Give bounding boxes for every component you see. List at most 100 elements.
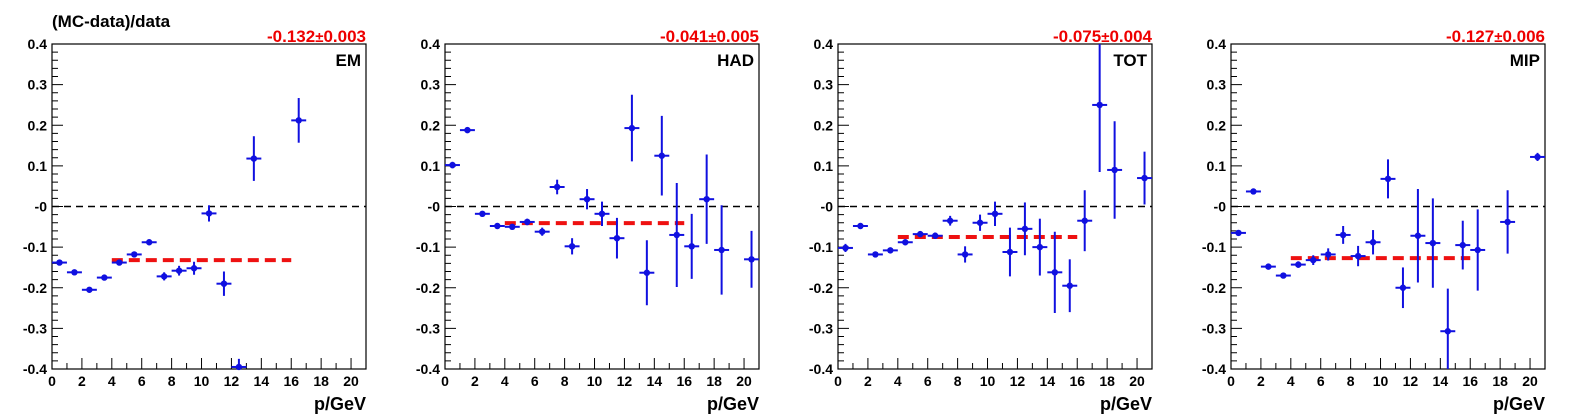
y-tick-label: -0.1 xyxy=(23,239,47,255)
point-marker xyxy=(1036,243,1044,251)
point-marker xyxy=(1111,166,1118,174)
x-tick-label: 8 xyxy=(954,373,962,389)
panel-had: 0 2 4 6 8 10 12 14 16 18 20 -0.4 -0.3 -0.2 -0.1 -0 0.1 0.… xyxy=(416,27,760,414)
y-tick-label: 0.3 xyxy=(28,77,48,93)
data-point xyxy=(474,210,490,218)
x-tick-label: 4 xyxy=(894,373,902,389)
y-tick-label: -0.1 xyxy=(416,239,440,255)
x-axis-label: p/GeV xyxy=(1100,394,1152,414)
data-point xyxy=(186,261,202,275)
x-tick-label: 0 xyxy=(1227,373,1235,389)
y-tick-label: -0.2 xyxy=(416,280,440,296)
data-point xyxy=(1092,44,1108,172)
point-marker xyxy=(1459,241,1466,249)
point-marker xyxy=(583,195,591,203)
point-marker xyxy=(175,267,183,274)
point-marker xyxy=(628,124,636,132)
x-tick-label: 2 xyxy=(471,373,479,389)
data-point xyxy=(216,271,232,296)
fit-error: 0.004 xyxy=(1109,27,1152,46)
x-tick-label: 4 xyxy=(108,373,116,389)
point-marker xyxy=(190,265,198,272)
y-tick-label: -0 xyxy=(428,199,441,215)
data-point xyxy=(81,286,97,293)
x-tick-label: 4 xyxy=(1287,373,1295,389)
point-marker xyxy=(688,243,695,250)
point-marker xyxy=(1384,175,1392,183)
point-marker xyxy=(101,274,108,281)
y-tick-label: 0.1 xyxy=(814,158,834,174)
point-marker xyxy=(1504,218,1511,226)
fit-error: 0.006 xyxy=(1502,27,1545,46)
point-marker xyxy=(479,210,486,218)
point-marker xyxy=(991,210,999,218)
point-marker xyxy=(946,217,954,224)
x-tick-label: 14 xyxy=(1040,373,1056,389)
point-marker xyxy=(1414,232,1422,239)
data-point xyxy=(699,154,715,244)
x-tick-label: 16 xyxy=(1069,373,1085,389)
data-point xyxy=(1395,267,1411,309)
point-marker xyxy=(842,244,849,252)
x-tick-label: 2 xyxy=(864,373,872,389)
y-tick-label: 0.3 xyxy=(814,77,834,93)
point-marker xyxy=(71,269,78,276)
x-tick-label: 18 xyxy=(1492,373,1508,389)
point-marker xyxy=(1141,174,1148,182)
point-marker xyxy=(703,195,710,203)
point-marker xyxy=(205,210,213,217)
data-point xyxy=(1260,263,1276,270)
x-axis-label: p/GeV xyxy=(707,394,759,414)
point-marker xyxy=(220,280,228,287)
x-tick-label: 8 xyxy=(168,373,176,389)
x-tick-label: 10 xyxy=(194,373,210,389)
point-marker xyxy=(887,247,894,254)
x-tick-label: 0 xyxy=(48,373,56,389)
data-point xyxy=(1245,188,1261,195)
point-marker xyxy=(1265,263,1272,270)
y-tick-label: 0.2 xyxy=(28,117,48,133)
data-point xyxy=(549,179,565,195)
panels: 0 2 4 6 8 10 12 14 16 18 20-0.4-0.3-0.2-0.1-00.10.… xyxy=(23,27,1546,414)
x-tick-label: 18 xyxy=(706,373,722,389)
point-marker xyxy=(524,218,531,226)
point-marker xyxy=(1096,101,1103,109)
point-marker xyxy=(673,231,680,239)
data-point xyxy=(882,247,898,254)
data-point xyxy=(1530,152,1545,161)
y-tick-label: -0.1 xyxy=(1202,239,1226,255)
point-marker xyxy=(1006,248,1014,256)
x-axis-label: p/GeV xyxy=(1493,394,1545,414)
x-tick-label: 20 xyxy=(1522,373,1538,389)
y-tick-label: -0.2 xyxy=(23,280,47,296)
data-point xyxy=(1440,288,1456,369)
y-tick-label: -0.4 xyxy=(416,361,440,377)
data-point xyxy=(141,239,157,246)
data-point xyxy=(912,230,928,238)
y-tick-label: -0 xyxy=(35,199,48,215)
plus-minus-sign: ± xyxy=(708,29,716,46)
point-marker xyxy=(1310,256,1317,264)
data-point xyxy=(1425,198,1441,288)
y-tick-label: -0.2 xyxy=(1202,280,1226,296)
point-marker xyxy=(116,259,123,266)
data-point xyxy=(972,214,988,231)
data-point xyxy=(579,189,595,210)
point-marker xyxy=(718,246,725,254)
data-point xyxy=(639,240,655,306)
data-point xyxy=(1107,121,1123,219)
data-point xyxy=(171,265,187,276)
point-marker xyxy=(1339,231,1347,239)
fit-value: -0.041 xyxy=(660,27,708,46)
fit-error: 0.003 xyxy=(323,27,366,46)
data-point xyxy=(52,259,67,266)
y-tick-label: 0.1 xyxy=(1207,158,1227,174)
point-marker xyxy=(1474,246,1481,254)
plus-minus-sign: ± xyxy=(1101,29,1109,46)
data-point xyxy=(489,222,505,230)
point-marker xyxy=(449,161,456,169)
data-point xyxy=(897,239,913,246)
fit-value: -0.132 xyxy=(267,27,315,46)
data-point xyxy=(201,205,217,222)
data-point xyxy=(1500,190,1516,254)
